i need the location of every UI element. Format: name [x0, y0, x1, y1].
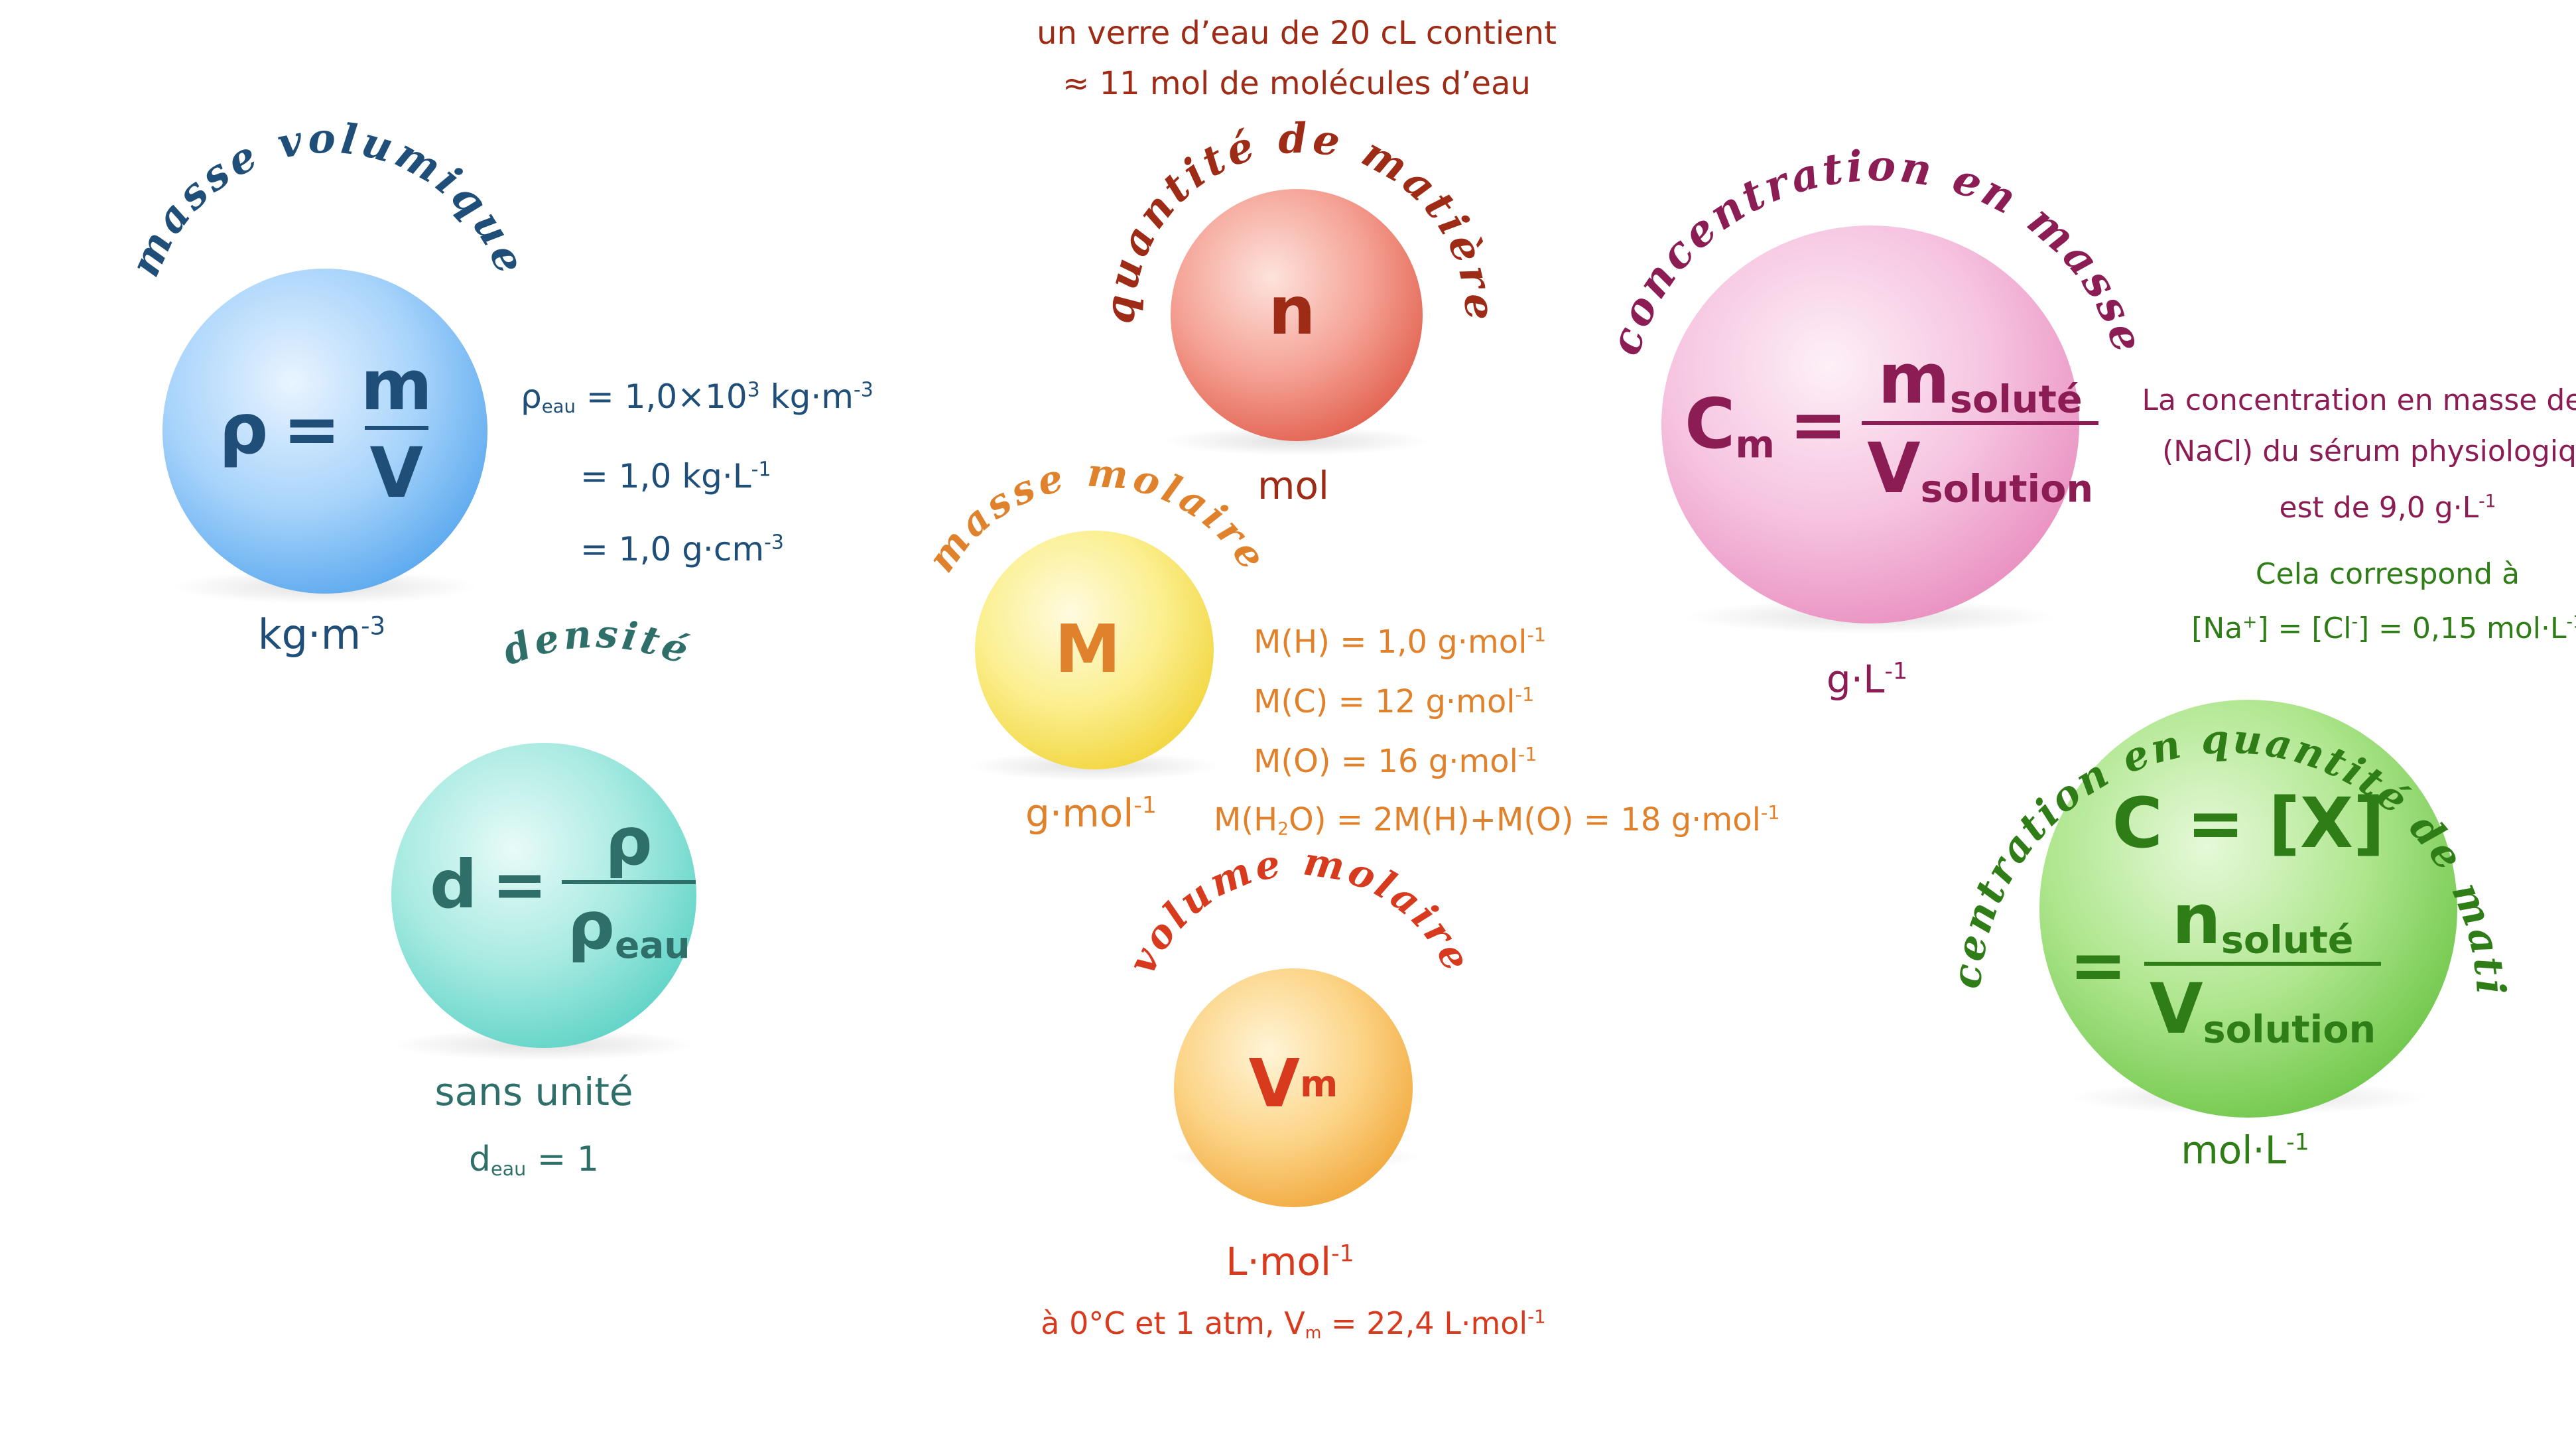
volume-molaire-sphere	[1174, 968, 1413, 1207]
densite-label: densité	[497, 611, 698, 674]
masse-molaire-note-3: M(O) = 16 g·mol-1	[1254, 743, 1537, 780]
masse-molaire-note-4: M(H2O) = 2M(H)+M(O) = 18 g·mol-1	[1214, 801, 1780, 840]
concentration-masse-note-4: Cela correspond à	[2255, 557, 2520, 591]
concentration-masse-note-2: (NaCl) du sérum physiologique	[2162, 434, 2576, 468]
masse-volumique-note-1: ρeau = 1,0×103 kg·m-3	[521, 377, 873, 417]
masse-volumique-sphere	[162, 269, 487, 594]
concentration-masse-unit: g·L-1	[1826, 657, 1908, 702]
masse-volumique-note-3: = 1,0 g·cm-3	[580, 530, 784, 568]
equals-sign: =	[1789, 384, 1848, 466]
volume-molaire-unit: L·mol-1	[1226, 1239, 1354, 1284]
quantite-formula: n	[1268, 272, 1315, 350]
densite-note: deau = 1	[469, 1140, 599, 1181]
denominator: V	[364, 426, 429, 513]
masse-volumique-unit: kg·m-3	[257, 610, 386, 659]
fraction: nsoluté Vsolution	[2144, 879, 2382, 1052]
concentration-masse-note-1: La concentration en masse de sel	[2142, 383, 2576, 417]
quantite-note-1: un verre d’eau de 20 cL contient	[1037, 15, 1557, 52]
numerator: msoluté	[1878, 338, 2083, 422]
masse-molaire-sphere	[975, 531, 1214, 769]
denominator: Vsolution	[2144, 962, 2382, 1052]
concentration-masse-formula: Cm = msoluté Vsolution	[1685, 338, 2099, 511]
concentration-quantite-sphere	[2039, 700, 2457, 1118]
n-symbol: n	[1268, 272, 1316, 350]
masse-molaire-formula: M	[1055, 610, 1121, 688]
numerator: nsoluté	[2171, 879, 2354, 962]
equals-sign: =	[283, 389, 341, 470]
concentration-masse-note-3: est de 9,0 g·L-1	[2279, 491, 2496, 525]
cm-symbol: Cm	[1685, 383, 1775, 466]
fraction: ρ ρeau	[562, 803, 696, 966]
masse-molaire-note-2: M(C) = 12 g·mol-1	[1254, 683, 1535, 720]
concentration-quantite-line-1: C = [X]	[2112, 783, 2385, 864]
denominator: ρeau	[562, 880, 696, 966]
volume-molaire-note: à 0°C et 1 atm, Vm = 22,4 L·mol-1	[1041, 1305, 1546, 1342]
masse-volumique-formula: ρ = m V	[219, 345, 438, 513]
concentration-quantite-formula: = nsoluté Vsolution	[2069, 879, 2382, 1052]
fraction: msoluté Vsolution	[1862, 338, 2099, 511]
rho-symbol: ρ	[219, 389, 269, 470]
masse-molaire-note-1: M(H) = 1,0 g·mol-1	[1254, 623, 1547, 661]
concentration-masse-note-5: [Na+] = [Cl-] = 0,15 mol·L-1	[2191, 612, 2576, 645]
quantite-unit: mol	[1257, 463, 1330, 508]
masse-volumique-note-2: = 1,0 kg·L-1	[580, 457, 771, 495]
fraction: m V	[355, 345, 438, 513]
concentration-quantite-unit: mol·L-1	[2181, 1128, 2309, 1173]
quantite-matiere-sphere	[1171, 189, 1423, 441]
denominator: Vsolution	[1862, 421, 2099, 511]
numerator: m	[360, 345, 432, 426]
densite-formula: d = ρ ρeau	[430, 803, 696, 966]
equals-sign: =	[2069, 925, 2128, 1006]
densite-unit: sans unité	[434, 1069, 633, 1114]
d-symbol: d	[430, 845, 478, 923]
masse-volumique-label: masse volumique	[120, 114, 536, 284]
densite-sphere	[391, 743, 696, 1048]
numerator: ρ	[605, 803, 653, 880]
masse-molaire-unit: g·mol-1	[1025, 791, 1157, 836]
volume-molaire-label: volume molaire	[1119, 838, 1480, 980]
v-symbol: V	[1248, 1045, 1301, 1122]
quantite-note-2: ≈ 11 mol de molécules d’eau	[1063, 65, 1531, 102]
equals-sign: =	[491, 845, 548, 923]
m-symbol: M	[1055, 610, 1121, 688]
